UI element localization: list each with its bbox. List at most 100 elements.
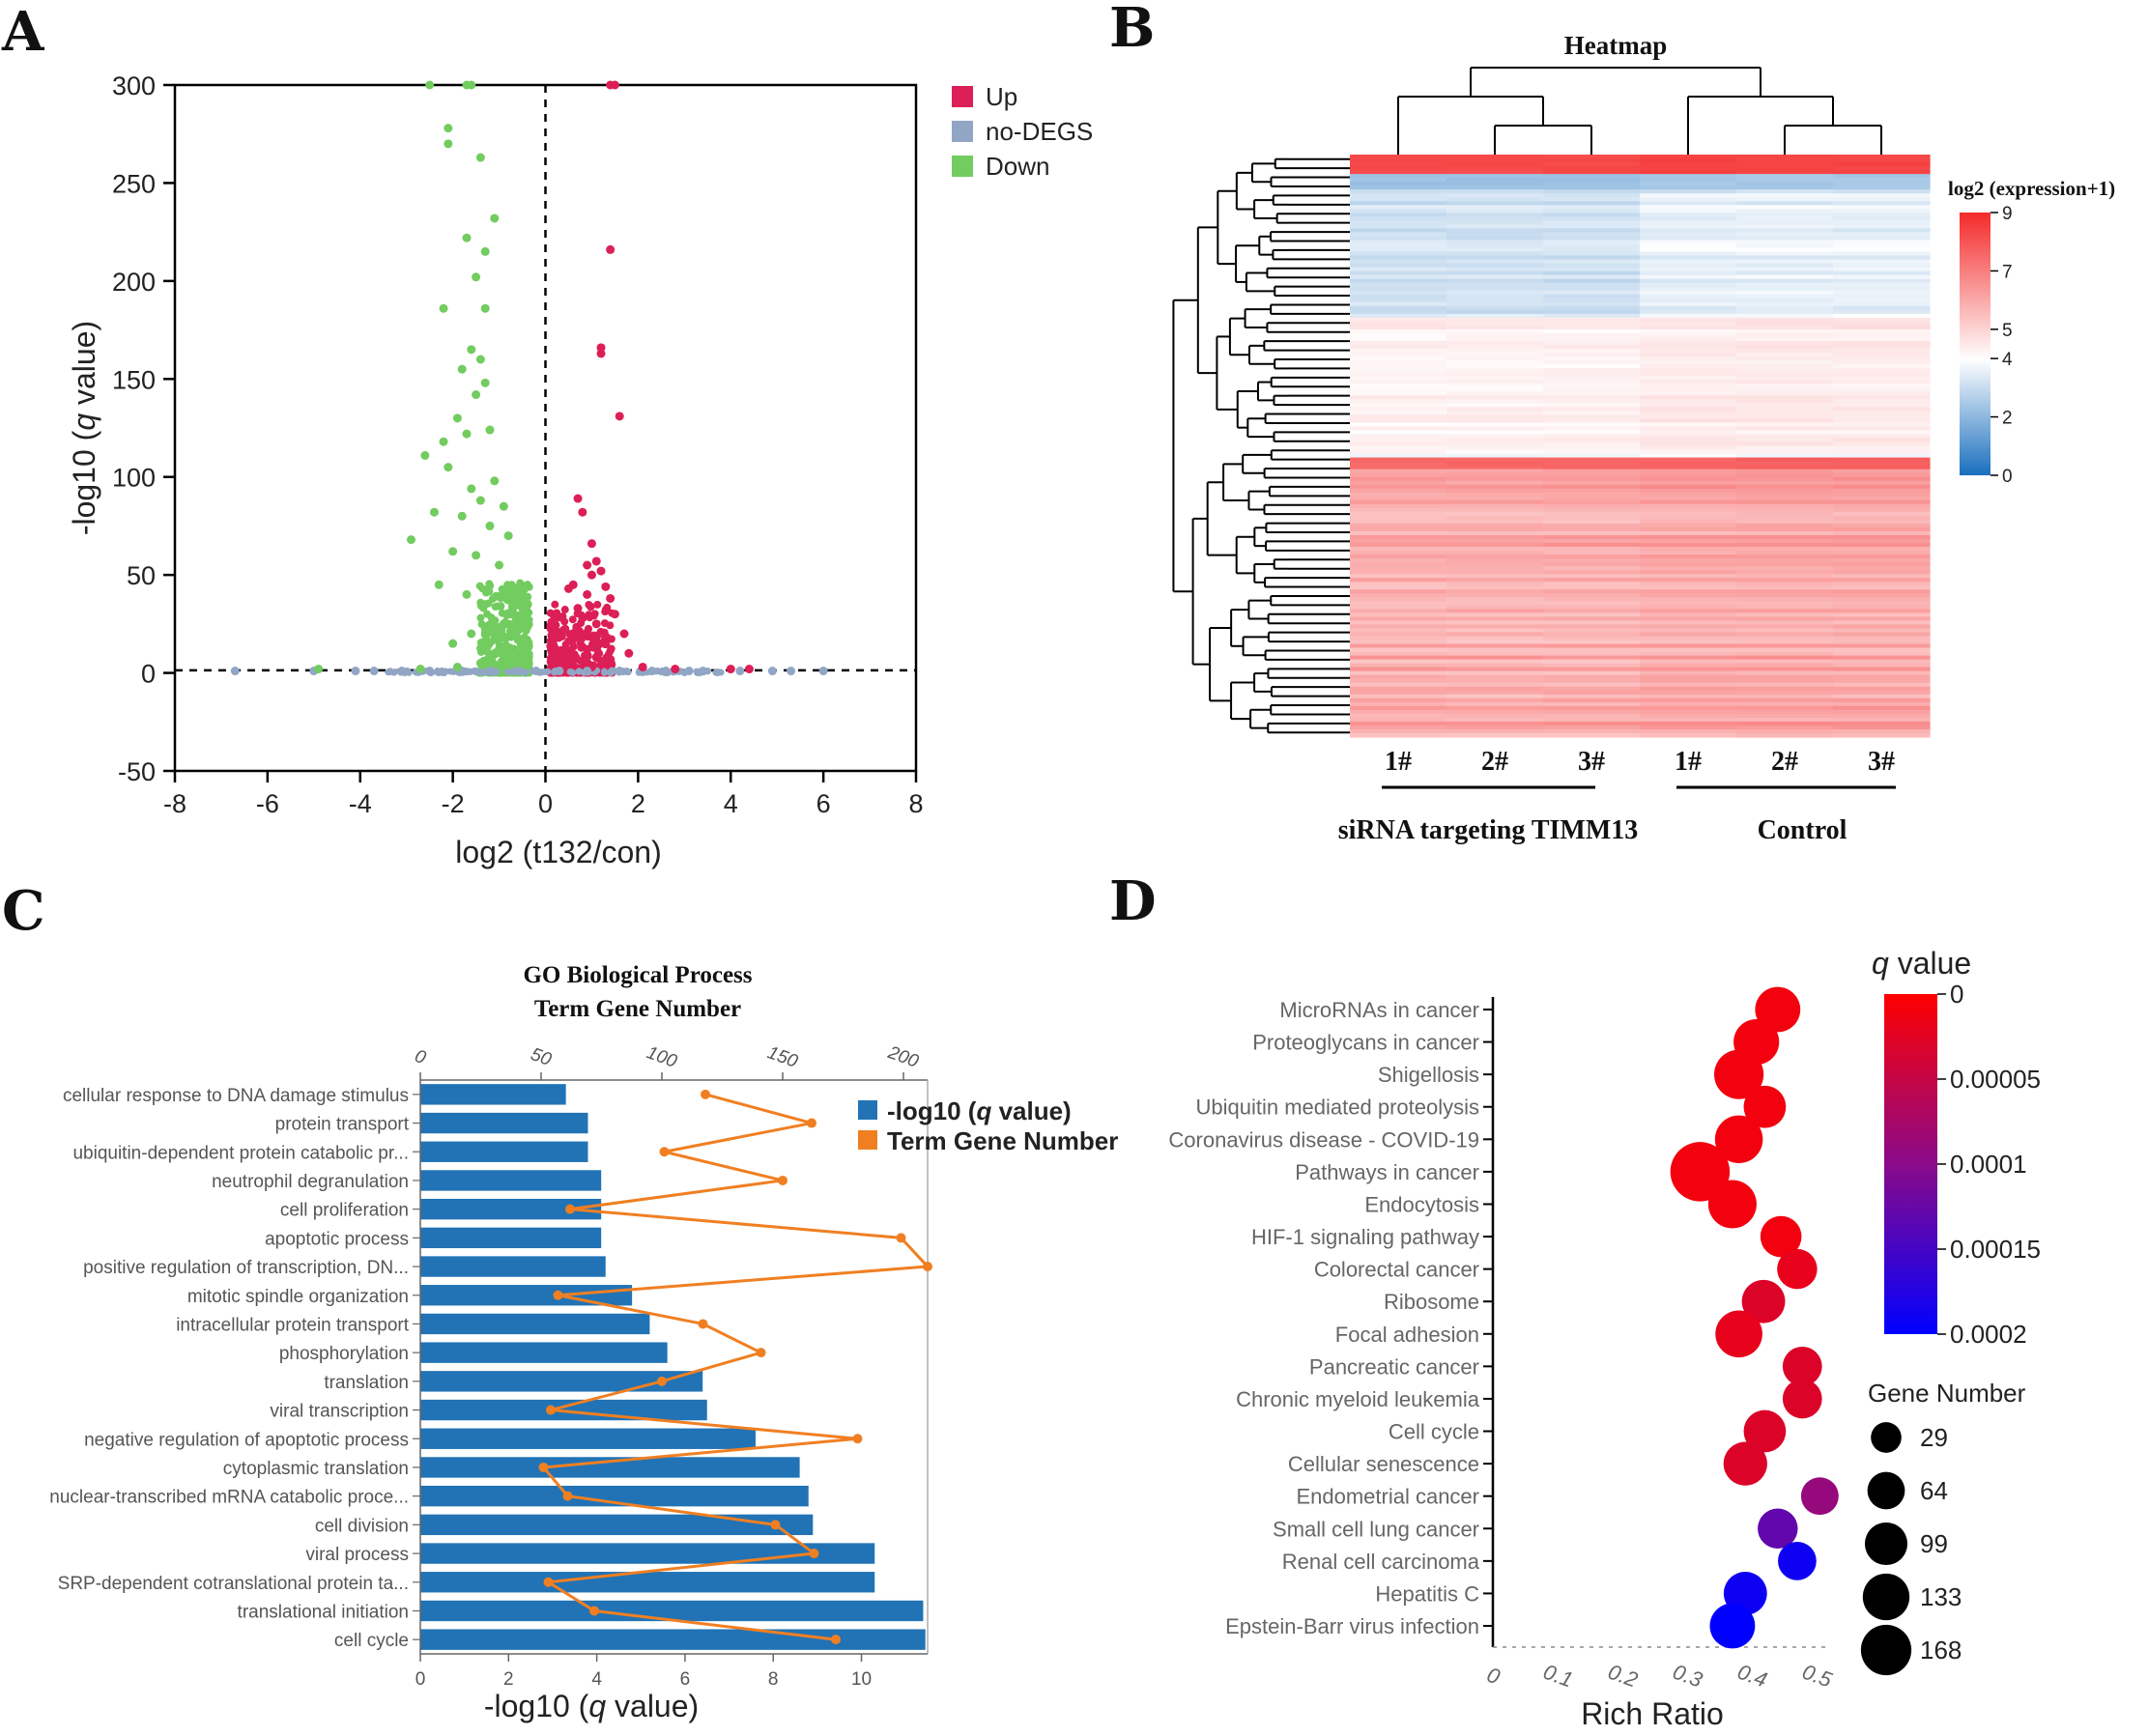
heatmap-cell — [1446, 543, 1544, 548]
go-term-label: nuclear-transcribed mRNA catabolic proce… — [49, 1488, 409, 1508]
heatmap-cell — [1350, 395, 1447, 400]
heatmap-cell — [1350, 356, 1447, 361]
up-point — [578, 507, 587, 517]
heatmap-cell — [1543, 593, 1641, 598]
heatmap-cell — [1446, 301, 1544, 307]
heatmap-cell — [1350, 534, 1447, 540]
heatmap-cell — [1350, 701, 1447, 707]
heatmap-cell — [1640, 344, 1737, 350]
gene-number-legend-label: 133 — [1920, 1582, 1962, 1611]
heatmap-cell — [1543, 636, 1641, 641]
go-bar — [420, 1457, 800, 1478]
heatmap-cell — [1350, 530, 1447, 536]
heatmap-cell — [1833, 274, 1931, 280]
down-point — [508, 610, 518, 619]
heatmap-cell — [1543, 294, 1641, 299]
heatmap-cell — [1446, 325, 1544, 330]
heatmap-cell — [1833, 220, 1931, 225]
heatmap-cell — [1543, 376, 1641, 381]
heatmap-cell — [1543, 609, 1641, 613]
heatmap-cell — [1350, 566, 1447, 571]
heatmap-cell — [1446, 686, 1544, 692]
heatmap-cell — [1736, 185, 1834, 190]
heatmap-cell — [1543, 678, 1641, 684]
heatmap-cell — [1736, 286, 1834, 292]
heatmap-cell — [1833, 465, 1931, 470]
up-point — [578, 613, 587, 623]
down-point — [406, 535, 415, 545]
heatmap-cell — [1736, 213, 1834, 217]
heatmap-cell — [1833, 480, 1931, 486]
go-term-label: protein transport — [275, 1115, 410, 1135]
heatmap-cell — [1543, 690, 1641, 696]
heatmap-cell — [1446, 368, 1544, 373]
heatmap-cell — [1833, 441, 1931, 447]
gene-number-legend-bubble — [1867, 1471, 1905, 1510]
down-point — [467, 345, 476, 355]
heatmap-cell — [1736, 465, 1834, 470]
heatmap-cell — [1833, 243, 1931, 249]
heatmap-cell — [1350, 407, 1447, 412]
go-term-label: cell cycle — [334, 1631, 409, 1651]
heatmap-cell — [1543, 651, 1641, 657]
down-point — [480, 246, 490, 256]
down-point — [485, 521, 495, 530]
heatmap-cell — [1350, 247, 1447, 253]
heatmap-cell — [1833, 399, 1931, 404]
down-point — [467, 629, 476, 639]
heatmap-cell — [1446, 174, 1544, 179]
heatmap-cell — [1543, 178, 1641, 183]
heatmap-panel: Heatmap 1# 2# 3# 1# 2# 3# siRNA targeting TIM… — [1172, 31, 2115, 845]
heatmap-cell — [1543, 511, 1641, 517]
heatmap-cell — [1833, 332, 1931, 338]
heatmap-cell — [1833, 519, 1931, 525]
heatmap-cell — [1833, 407, 1931, 412]
down-point — [425, 80, 435, 90]
heatmap-cell — [1446, 496, 1544, 501]
heatmap-cell — [1640, 185, 1737, 190]
heatmap-cell — [1543, 445, 1641, 451]
heatmap-cell — [1736, 282, 1834, 288]
heatmap-cell — [1736, 353, 1834, 357]
go-x-tick-label: 0 — [415, 1669, 426, 1690]
up-point — [624, 648, 634, 658]
legend-swatch — [952, 121, 973, 142]
heatmap-cell — [1736, 336, 1834, 342]
no-degs-point — [470, 668, 477, 675]
heatmap-cell — [1736, 240, 1834, 245]
term-gene-number-point — [538, 1462, 549, 1472]
down-point — [525, 609, 533, 617]
heatmap-cell — [1736, 570, 1834, 575]
heatmap-cell — [1446, 651, 1544, 657]
heatmap-cell — [1640, 472, 1737, 478]
heatmap-cell — [1446, 189, 1544, 194]
heatmap-cell — [1543, 224, 1641, 229]
heatmap-cell — [1736, 526, 1834, 532]
no-degs-point — [767, 667, 777, 676]
heatmap-cell — [1446, 476, 1544, 482]
heatmap-cell — [1736, 643, 1834, 649]
up-point — [559, 625, 569, 635]
heatmap-cell — [1350, 274, 1447, 280]
legend-label-term-gene-number: Term Gene Number — [887, 1126, 1118, 1155]
heatmap-cell — [1350, 305, 1447, 311]
no-degs-point — [661, 667, 671, 676]
down-point — [484, 648, 493, 657]
down-point — [513, 627, 522, 636]
heatmap-cell — [1543, 158, 1641, 163]
term-gene-number-point — [701, 1089, 710, 1099]
heatmap-cell — [1446, 674, 1544, 680]
heatmap-cell — [1350, 294, 1447, 299]
heatmap-cell — [1640, 220, 1737, 225]
heatmap-cell — [1350, 317, 1447, 323]
heatmap-cell — [1543, 403, 1641, 408]
q-colorbar-tick-label: 0.00005 — [1950, 1065, 2041, 1094]
heatmap-cell — [1833, 255, 1931, 261]
heatmap-cell — [1640, 313, 1737, 319]
heatmap-cell — [1640, 255, 1737, 261]
heatmap-cell — [1543, 360, 1641, 365]
heatmap-cell — [1833, 278, 1931, 284]
heatmap-cell — [1833, 267, 1931, 272]
heatmap-cell — [1350, 690, 1447, 696]
pathway-label: Endocytosis — [1364, 1192, 1479, 1216]
